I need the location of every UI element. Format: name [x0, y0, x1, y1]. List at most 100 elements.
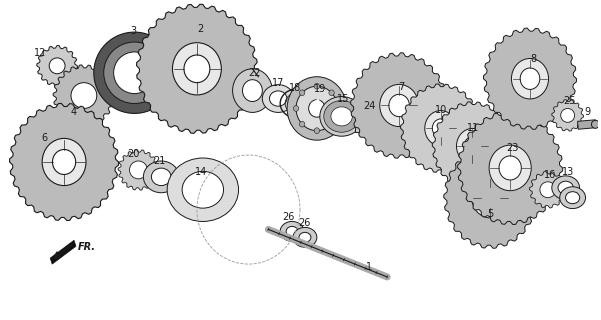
Ellipse shape [314, 84, 320, 89]
Text: 15: 15 [337, 93, 350, 104]
Text: FR.: FR. [78, 242, 96, 252]
Polygon shape [552, 100, 584, 131]
Ellipse shape [287, 77, 347, 140]
Ellipse shape [472, 178, 509, 218]
Ellipse shape [489, 145, 531, 191]
Polygon shape [37, 45, 78, 86]
Polygon shape [483, 28, 576, 129]
Polygon shape [401, 84, 481, 172]
Ellipse shape [457, 128, 489, 164]
Ellipse shape [94, 32, 175, 113]
Ellipse shape [52, 149, 76, 174]
Ellipse shape [558, 181, 573, 194]
Ellipse shape [104, 42, 165, 103]
Ellipse shape [243, 80, 262, 101]
Ellipse shape [331, 107, 352, 126]
Ellipse shape [481, 187, 500, 208]
Ellipse shape [309, 100, 325, 117]
Ellipse shape [425, 111, 457, 146]
Polygon shape [350, 53, 448, 158]
Text: 12: 12 [34, 48, 46, 58]
Text: 24: 24 [363, 101, 376, 111]
Ellipse shape [167, 158, 239, 221]
Text: 25: 25 [563, 96, 576, 106]
Ellipse shape [299, 121, 305, 127]
Ellipse shape [184, 55, 210, 83]
Polygon shape [10, 103, 118, 220]
Text: 9: 9 [584, 108, 591, 117]
Text: 21: 21 [153, 156, 165, 166]
Ellipse shape [329, 90, 334, 96]
Text: 1: 1 [367, 262, 373, 272]
Text: 22: 22 [248, 68, 261, 78]
Ellipse shape [299, 90, 305, 96]
Ellipse shape [561, 108, 575, 122]
Polygon shape [50, 240, 76, 264]
Ellipse shape [560, 187, 585, 209]
Ellipse shape [499, 156, 521, 180]
Text: 3: 3 [130, 26, 136, 36]
Text: 10: 10 [435, 105, 447, 116]
Ellipse shape [520, 68, 540, 89]
Ellipse shape [552, 176, 579, 200]
Ellipse shape [129, 161, 147, 179]
Ellipse shape [233, 69, 272, 112]
Ellipse shape [151, 168, 171, 186]
Ellipse shape [464, 137, 481, 156]
Bar [578, 120, 596, 129]
Ellipse shape [299, 232, 311, 242]
Ellipse shape [71, 83, 97, 108]
Ellipse shape [286, 227, 298, 236]
Ellipse shape [49, 58, 65, 74]
Polygon shape [444, 147, 537, 248]
Ellipse shape [320, 97, 364, 136]
Ellipse shape [331, 106, 353, 127]
Polygon shape [432, 102, 513, 190]
Ellipse shape [540, 182, 556, 198]
Text: 6: 6 [41, 133, 47, 143]
Text: 19: 19 [314, 84, 326, 94]
Text: 4: 4 [71, 108, 77, 117]
Ellipse shape [293, 106, 299, 111]
Text: 23: 23 [506, 143, 518, 153]
Ellipse shape [172, 43, 221, 95]
Ellipse shape [566, 192, 580, 204]
Ellipse shape [380, 84, 418, 126]
Ellipse shape [335, 106, 340, 111]
Ellipse shape [314, 128, 320, 133]
Ellipse shape [293, 228, 317, 247]
Ellipse shape [144, 161, 179, 193]
Polygon shape [529, 172, 566, 208]
Text: 20: 20 [127, 149, 139, 159]
Polygon shape [118, 150, 159, 190]
Polygon shape [136, 4, 257, 133]
Ellipse shape [511, 59, 549, 99]
Ellipse shape [42, 138, 86, 186]
Text: 26: 26 [297, 219, 310, 228]
Text: 8: 8 [530, 54, 536, 64]
Ellipse shape [432, 119, 449, 138]
Text: 7: 7 [398, 82, 404, 92]
Ellipse shape [280, 221, 304, 241]
Text: 5: 5 [487, 209, 493, 219]
Ellipse shape [182, 171, 224, 208]
Bar [355, 112, 368, 132]
Ellipse shape [355, 110, 368, 115]
Text: 13: 13 [561, 167, 574, 177]
Text: 18: 18 [289, 83, 301, 92]
Text: 26: 26 [282, 212, 294, 222]
Ellipse shape [114, 52, 155, 93]
Ellipse shape [324, 100, 359, 132]
Text: 16: 16 [544, 170, 556, 180]
Ellipse shape [591, 120, 599, 128]
Ellipse shape [389, 94, 409, 116]
Text: 2: 2 [198, 24, 204, 34]
Ellipse shape [269, 91, 287, 106]
Text: 14: 14 [195, 167, 207, 177]
Ellipse shape [262, 85, 294, 112]
Ellipse shape [296, 86, 338, 131]
Polygon shape [53, 65, 115, 126]
Ellipse shape [329, 121, 334, 127]
Text: 11: 11 [468, 123, 480, 133]
Polygon shape [457, 111, 563, 225]
